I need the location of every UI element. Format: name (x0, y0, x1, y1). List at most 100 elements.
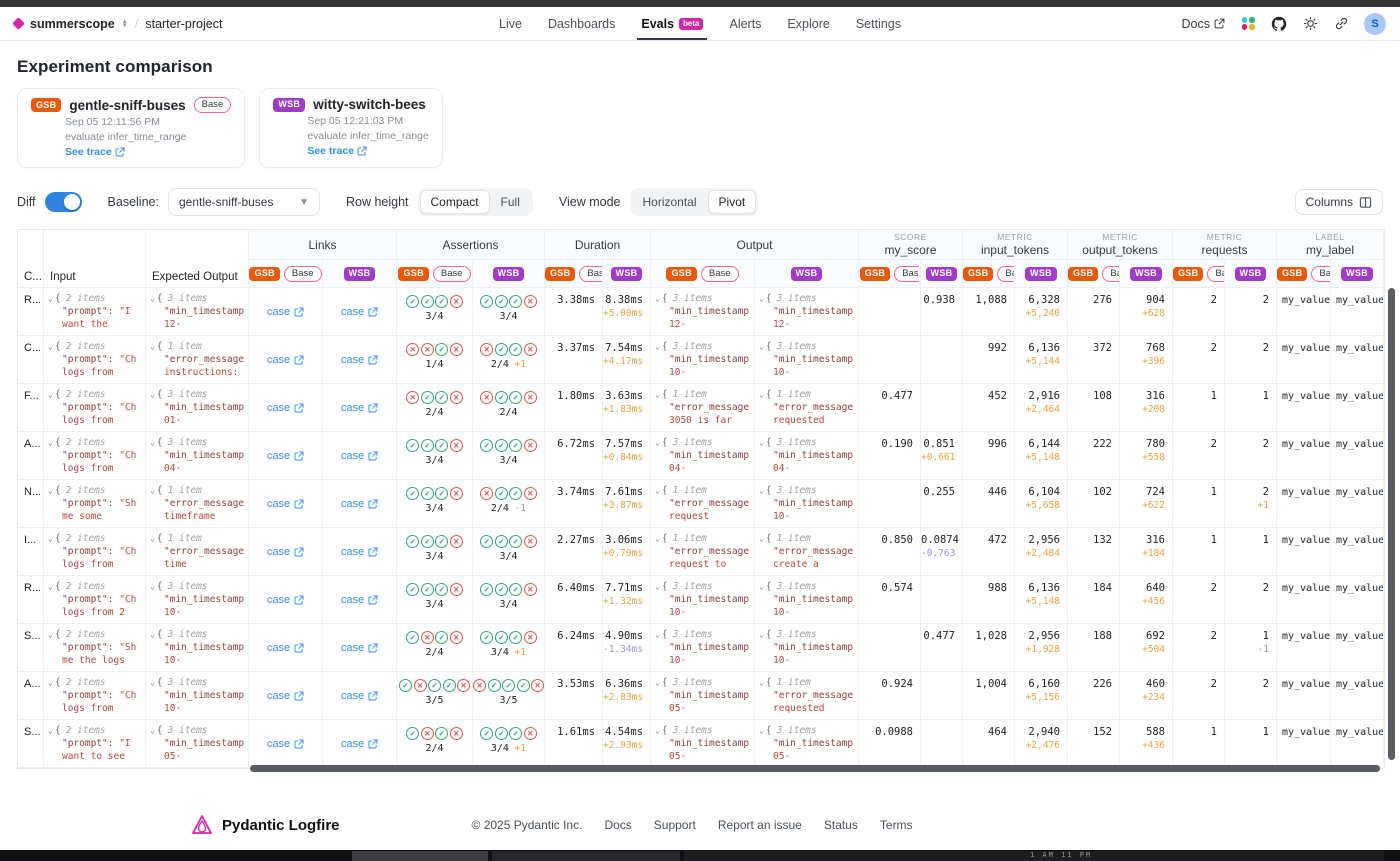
case-link[interactable]: case (267, 594, 304, 606)
chevron-down-icon[interactable]: ⌄ (48, 726, 53, 736)
chevron-down-icon[interactable]: ⌄ (655, 534, 660, 544)
chevron-down-icon[interactable]: ⌄ (150, 534, 155, 544)
columns-button[interactable]: Columns (1294, 189, 1383, 216)
chevron-down-icon[interactable]: ⌄ (48, 390, 53, 400)
chevron-down-icon[interactable]: ⌄ (759, 534, 764, 544)
chevron-down-icon[interactable]: ⌄ (655, 438, 660, 448)
tab-evals[interactable]: Evals beta (637, 7, 708, 40)
case-link[interactable]: case (267, 402, 304, 414)
chevron-down-icon[interactable]: ⌄ (150, 486, 155, 496)
chevron-down-icon[interactable]: ⌄ (759, 342, 764, 352)
chevron-down-icon[interactable]: ⌄ (655, 294, 660, 304)
tab-dashboards[interactable]: Dashboards (547, 16, 616, 31)
footer-link-support[interactable]: Support (653, 818, 696, 833)
case-link[interactable]: case (267, 306, 304, 318)
diff-toggle[interactable] (44, 192, 82, 213)
chevron-down-icon[interactable]: ⌄ (150, 294, 155, 304)
case-link[interactable]: case (341, 498, 378, 510)
chevron-down-icon[interactable]: ⌄ (655, 486, 660, 496)
chevron-down-icon[interactable]: ⌄ (48, 294, 53, 304)
chevron-down-icon[interactable]: ⌄ (150, 438, 155, 448)
chevron-down-icon[interactable]: ⌄ (150, 342, 155, 352)
horizontal-scrollbar[interactable] (250, 765, 1380, 773)
org-switch-icon[interactable]: ▲ ▼ (121, 18, 128, 29)
case-link[interactable]: case (267, 450, 304, 462)
github-icon[interactable] (1271, 16, 1287, 32)
chevron-down-icon[interactable]: ⌄ (48, 630, 53, 640)
share-link-icon[interactable] (1333, 16, 1349, 32)
chevron-down-icon[interactable]: ⌄ (48, 486, 53, 496)
external-link-icon (294, 355, 304, 365)
case-link[interactable]: case (341, 354, 378, 366)
chevron-down-icon[interactable]: ⌄ (48, 438, 53, 448)
case-link[interactable]: case (341, 450, 378, 462)
slack-icon[interactable] (1240, 16, 1256, 32)
project-name[interactable]: starter-project (145, 16, 223, 31)
case-link[interactable]: case (341, 594, 378, 606)
see-trace-link[interactable]: See trace (65, 146, 231, 158)
case-link[interactable]: case (267, 354, 304, 366)
tab-explore[interactable]: Explore (787, 16, 830, 31)
chevron-down-icon[interactable]: ⌄ (150, 678, 155, 688)
footer-link-docs[interactable]: Docs (604, 818, 632, 833)
chevron-down-icon[interactable]: ⌄ (655, 726, 660, 736)
metric-diff: -1 (1257, 644, 1269, 656)
chevron-down-icon[interactable]: ⌄ (759, 438, 764, 448)
chevron-down-icon[interactable]: ⌄ (655, 390, 660, 400)
chevron-down-icon[interactable]: ⌄ (150, 630, 155, 640)
org-selector[interactable]: summerscope (30, 16, 115, 31)
case-link[interactable]: case (267, 642, 304, 654)
footer-link-report[interactable]: Report an issue (717, 818, 802, 833)
chevron-down-icon[interactable]: ⌄ (655, 630, 660, 640)
chevron-down-icon[interactable]: ⌄ (759, 486, 764, 496)
vertical-scrollbar[interactable] (1388, 288, 1395, 761)
chevron-down-icon[interactable]: ⌄ (759, 630, 764, 640)
case-link[interactable]: case (267, 546, 304, 558)
chevron-down-icon[interactable]: ⌄ (759, 294, 764, 304)
case-link[interactable]: case (341, 402, 378, 414)
x-icon: ✕ (523, 295, 537, 309)
case-link[interactable]: case (341, 306, 378, 318)
case-link[interactable]: case (341, 642, 378, 654)
chevron-down-icon[interactable]: ⌄ (48, 342, 53, 352)
docs-link[interactable]: Docs (1182, 17, 1225, 31)
chevron-down-icon[interactable]: ⌄ (655, 678, 660, 688)
external-link-icon (368, 355, 378, 365)
requests-baseline-cell: 1 (1173, 720, 1225, 769)
user-avatar[interactable]: S (1364, 12, 1386, 35)
score-wsb-cell: 0.938 (921, 288, 963, 337)
experiment-badge-wsb: WSB (492, 266, 525, 281)
chevron-down-icon[interactable]: ⌄ (150, 390, 155, 400)
case-link[interactable]: case (267, 690, 304, 702)
chevron-down-icon[interactable]: ⌄ (655, 582, 660, 592)
chevron-down-icon[interactable]: ⌄ (759, 390, 764, 400)
tab-alerts[interactable]: Alerts (729, 16, 762, 31)
chevron-down-icon[interactable]: ⌄ (48, 678, 53, 688)
baseline-select[interactable]: gentle-sniff-buses ▼ (167, 188, 320, 217)
view-mode-pivot[interactable]: Pivot (707, 190, 757, 215)
chevron-down-icon[interactable]: ⌄ (150, 582, 155, 592)
view-mode-horizontal[interactable]: Horizontal (642, 195, 697, 210)
tab-settings[interactable]: Settings (855, 16, 901, 31)
chevron-down-icon[interactable]: ⌄ (759, 678, 764, 688)
case-link[interactable]: case (341, 738, 378, 750)
chevron-down-icon[interactable]: ⌄ (48, 582, 53, 592)
chevron-down-icon[interactable]: ⌄ (655, 342, 660, 352)
case-link[interactable]: case (341, 690, 378, 702)
footer-copyright: © 2025 Pydantic Inc. (471, 818, 583, 833)
chevron-down-icon[interactable]: ⌄ (48, 534, 53, 544)
chevron-down-icon[interactable]: ⌄ (759, 726, 764, 736)
row-height-full[interactable]: Full (500, 195, 520, 210)
case-link[interactable]: case (341, 546, 378, 558)
footer-link-status[interactable]: Status (823, 818, 858, 833)
chevron-down-icon[interactable]: ⌄ (759, 582, 764, 592)
row-height-compact[interactable]: Compact (419, 190, 490, 215)
metric-value: 0.851 (923, 438, 955, 451)
see-trace-link[interactable]: See trace (307, 145, 428, 157)
chevron-down-icon[interactable]: ⌄ (150, 726, 155, 736)
case-link[interactable]: case (267, 498, 304, 510)
theme-toggle-icon[interactable] (1302, 16, 1318, 32)
footer-link-terms[interactable]: Terms (879, 818, 913, 833)
case-link[interactable]: case (267, 738, 304, 750)
tab-live[interactable]: Live (499, 16, 522, 31)
